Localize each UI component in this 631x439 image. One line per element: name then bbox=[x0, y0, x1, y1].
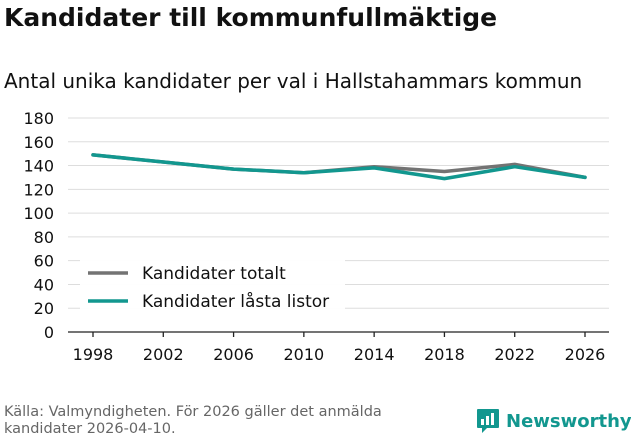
legend-label: Kandidater låsta listor bbox=[142, 291, 329, 312]
source-note: Källa: Valmyndigheten. För 2026 gäller d… bbox=[4, 404, 382, 437]
y-tick-label: 80 bbox=[34, 228, 54, 247]
x-tick-label: 1998 bbox=[73, 345, 114, 364]
newsworthy-logo-icon bbox=[477, 409, 499, 433]
y-tick-label: 140 bbox=[23, 157, 54, 176]
x-tick-label: 2002 bbox=[143, 345, 184, 364]
brand-name: Newsworthy bbox=[506, 410, 631, 432]
x-tick-label: 2006 bbox=[213, 345, 254, 364]
x-tick-label: 2022 bbox=[494, 345, 535, 364]
chart-title: Kandidater till kommunfullmäktige bbox=[4, 3, 498, 32]
series-line bbox=[91, 153, 587, 181]
y-tick-label: 120 bbox=[23, 180, 54, 199]
x-tick-label: 2010 bbox=[283, 345, 324, 364]
y-tick-label: 20 bbox=[34, 299, 54, 318]
legend-box bbox=[80, 256, 345, 318]
x-tick-label: 2026 bbox=[565, 345, 606, 364]
y-tick-label: 60 bbox=[34, 252, 54, 271]
y-tick-label: 160 bbox=[23, 133, 54, 152]
y-tick-label: 100 bbox=[23, 204, 54, 223]
chart-subtitle: Antal unika kandidater per val i Hallsta… bbox=[4, 69, 583, 93]
brand-logo: Newsworthy bbox=[476, 408, 631, 434]
x-tick-label: 2014 bbox=[354, 345, 395, 364]
legend-label: Kandidater totalt bbox=[142, 264, 286, 284]
y-tick-label: 0 bbox=[44, 323, 54, 342]
y-tick-label: 180 bbox=[23, 109, 54, 128]
y-tick-label: 40 bbox=[34, 275, 54, 294]
x-tick-label: 2018 bbox=[424, 345, 465, 364]
